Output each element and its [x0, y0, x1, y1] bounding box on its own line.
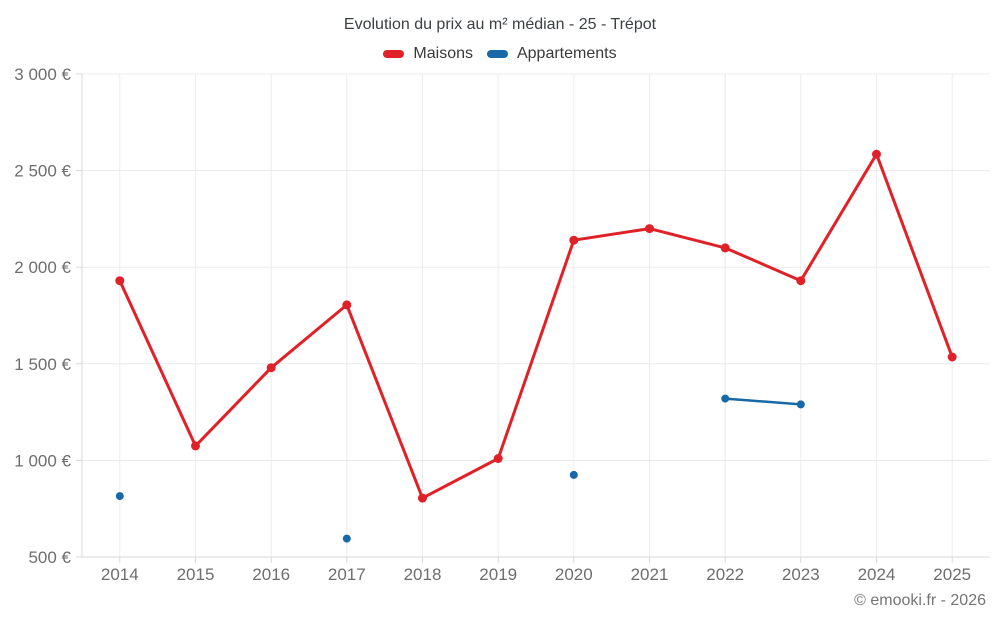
y-tick-label: 2 500 €: [14, 162, 71, 181]
maisons-swatch-icon: [383, 50, 405, 58]
series-maisons-point[interactable]: [645, 224, 654, 234]
y-tick-label: 500 €: [28, 548, 71, 567]
legend-item-maisons[interactable]: Maisons: [383, 45, 473, 63]
x-tick-label: 2017: [328, 565, 366, 584]
legend-label-maisons: Maisons: [413, 45, 473, 62]
series-maisons-point[interactable]: [720, 243, 730, 253]
series-appartements-point[interactable]: [569, 470, 578, 479]
x-tick-label: 2015: [177, 565, 215, 584]
series-maisons-point[interactable]: [191, 441, 200, 451]
x-tick-label: 2019: [479, 565, 517, 584]
series-appartements-point[interactable]: [115, 492, 124, 501]
legend-label-appartements: Appartements: [516, 45, 617, 62]
series-maisons-point[interactable]: [796, 276, 806, 286]
series-appartements-point[interactable]: [796, 400, 805, 409]
x-tick-label: 2022: [706, 565, 744, 584]
y-tick-label: 3 000 €: [14, 65, 71, 84]
y-tick-label: 2 000 €: [14, 258, 71, 277]
series-maisons-point[interactable]: [947, 352, 957, 362]
legend: Maisons Appartements: [0, 45, 1000, 63]
y-tick-label: 1 000 €: [14, 451, 71, 470]
x-tick-label: 2024: [858, 565, 896, 584]
series-appartements-line: [723, 397, 803, 406]
x-tick-label: 2021: [631, 565, 669, 584]
appartements-swatch-icon: [486, 50, 508, 58]
x-tick-label: 2020: [555, 565, 593, 584]
series-appartements-point[interactable]: [342, 534, 351, 543]
x-tick-label: 2025: [933, 565, 971, 584]
legend-item-appartements[interactable]: Appartements: [486, 45, 617, 63]
x-tick-label: 2023: [782, 565, 820, 584]
x-tick-label: 2014: [101, 565, 139, 584]
chart-title: Evolution du prix au m² médian - 25 - Tr…: [343, 16, 657, 33]
y-tick-label: 1 500 €: [14, 355, 71, 374]
x-tick-label: 2016: [252, 565, 290, 584]
series-maisons-point[interactable]: [872, 149, 881, 159]
series-maisons-point[interactable]: [418, 493, 427, 503]
series-maisons-point[interactable]: [266, 363, 276, 373]
series-maisons-point[interactable]: [569, 235, 579, 245]
series-maisons-point[interactable]: [342, 300, 352, 310]
copyright: © emooki.fr - 2026: [854, 592, 986, 609]
x-tick-label: 2018: [404, 565, 442, 584]
series-maisons-point[interactable]: [115, 276, 125, 286]
series-maisons-point[interactable]: [493, 454, 503, 463]
series-maisons-line: [118, 152, 954, 500]
series-appartements-point[interactable]: [721, 394, 730, 403]
